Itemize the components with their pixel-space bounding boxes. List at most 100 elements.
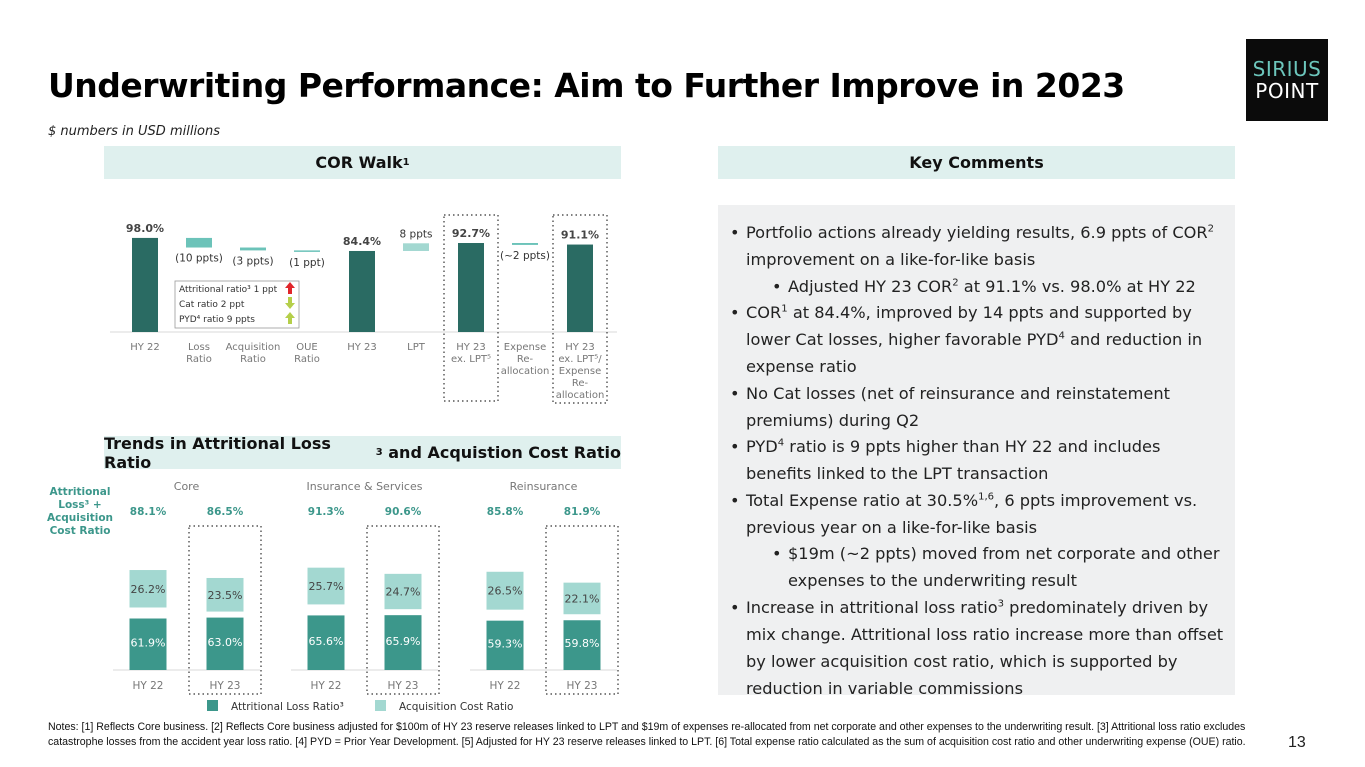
- cor-data-label: (3 ppts): [232, 255, 273, 267]
- acquisition-bar: [563, 582, 601, 615]
- total-ratio-label: 91.3%: [308, 506, 345, 518]
- trends-group-label: Core: [174, 480, 200, 493]
- total-ratio-label: 81.9%: [564, 506, 601, 518]
- loss-breakdown-text: Cat ratio 2 ppt: [179, 300, 245, 310]
- cor-category-label: HY 23: [565, 342, 595, 353]
- attritional-bar: [206, 617, 244, 670]
- cor-total-bar: [132, 237, 158, 332]
- cor-delta-bar: [403, 243, 429, 251]
- cor-delta-bar: [186, 237, 212, 248]
- arrow-down-icon: [285, 297, 295, 309]
- comment-text: $19m (~2 ppts) moved from net corporate …: [788, 544, 1220, 590]
- comment-text: at 84.4%, improved by 14 ppts and suppor…: [746, 303, 1192, 349]
- highlight-box: [188, 525, 262, 695]
- legend-swatch: [375, 700, 386, 711]
- trends-y-label: Attritional: [50, 486, 111, 498]
- cor-category-label: Ratio: [294, 354, 320, 365]
- comment-bullet: Increase in attritional loss ratio3 pred…: [730, 594, 1225, 702]
- cor-data-label: 84.4%: [343, 235, 381, 248]
- acquisition-value-label: 26.2%: [131, 583, 166, 596]
- footnote-ref: 3: [997, 598, 1005, 610]
- trends-group-label: Insurance & Services: [307, 480, 423, 493]
- trends-x-label: HY 23: [387, 680, 418, 692]
- cor-category-label: Ratio: [186, 354, 212, 365]
- cor-category-label: HY 23: [456, 342, 486, 353]
- cor-walk-header: COR Walk 1: [104, 146, 621, 179]
- acquisition-bar: [384, 573, 422, 610]
- trends-header: Trends in Attritional Loss Ratio 3 and Ac…: [104, 433, 621, 472]
- cor-category-label: Expense: [504, 342, 546, 353]
- comment-text: ratio is 9 ppts higher than HY 22 and in…: [746, 437, 1161, 483]
- cor-walk-header-label: COR Walk: [315, 153, 403, 172]
- attritional-bar: [563, 620, 601, 670]
- attritional-bar: [307, 615, 345, 670]
- trends-header-label-pre: Trends in Attritional Loss Ratio: [104, 433, 331, 472]
- highlight-box: [545, 525, 619, 695]
- footnote-ref: 4: [777, 437, 785, 449]
- trends-y-label: Acquisition: [47, 512, 113, 524]
- sirius-point-logo: SIRIUS POINT: [1246, 39, 1328, 121]
- trends-y-label: Cost Ratio: [50, 525, 111, 537]
- footnote-ref: 2: [952, 277, 959, 289]
- total-ratio-label: 88.1%: [130, 506, 167, 518]
- acquisition-bar: [307, 567, 345, 605]
- cor-category-label: Acquisition: [226, 342, 281, 353]
- comment-bullet: Portfolio actions already yielding resul…: [730, 219, 1225, 273]
- comment-bullet: COR1 at 84.4%, improved by 14 ppts and s…: [730, 299, 1225, 380]
- footnote-ref: 1,6: [978, 491, 995, 503]
- cor-category-label: Re-: [572, 378, 589, 389]
- highlight-box: [552, 214, 608, 404]
- total-ratio-label: 86.5%: [207, 506, 244, 518]
- cor-category-label: Loss: [188, 342, 210, 353]
- cor-delta-bar: [240, 247, 266, 251]
- footnotes: Notes: [1] Reflects Core business. [2] R…: [48, 721, 1246, 748]
- comment-bullet: Total Expense ratio at 30.5%1,6, 6 ppts …: [730, 487, 1225, 541]
- comment-text: Total Expense ratio at 30.5%: [746, 490, 979, 510]
- cor-total-bar: [458, 243, 484, 332]
- logo-line-2: POINT: [1255, 79, 1319, 103]
- cor-category-label: Re-: [517, 354, 534, 365]
- page-title: Underwriting Performance: Aim to Further…: [48, 66, 1125, 105]
- legend-label: Attritional Loss Ratio³: [231, 701, 344, 713]
- cor-category-label: ex. LPT⁵: [451, 354, 491, 365]
- legend-label: Acquisition Cost Ratio: [399, 701, 514, 713]
- cor-category-label: allocation: [556, 390, 605, 401]
- cor-data-label: 91.1%: [561, 229, 599, 242]
- cor-category-label: ex. LPT⁵/: [558, 354, 602, 365]
- footnote-ref: 1: [781, 303, 788, 315]
- units-subtitle: $ numbers in USD millions: [48, 124, 221, 139]
- cor-category-label: Ratio: [240, 354, 266, 365]
- attritional-bar: [486, 620, 524, 670]
- comment-text: and reduction in expense ratio: [746, 330, 1203, 376]
- comment-text: at 91.1% vs. 98.0% at HY 22: [958, 276, 1196, 296]
- comment-text: , 6 ppts improvement vs. previous year o…: [746, 490, 1198, 537]
- acquisition-value-label: 24.7%: [386, 586, 421, 599]
- cor-category-label: HY 22: [130, 342, 160, 353]
- cor-category-label: Expense: [559, 366, 601, 377]
- trends-x-label: HY 23: [209, 680, 240, 692]
- comment-bullet: Adjusted HY 23 COR2 at 91.1% vs. 98.0% a…: [772, 273, 1225, 300]
- arrow-up-icon: [285, 282, 295, 294]
- key-comments-header-label: Key Comments: [909, 153, 1044, 172]
- cor-data-label: 8 ppts: [400, 228, 433, 240]
- trends-x-label: HY 22: [132, 680, 163, 692]
- trends-x-label: HY 22: [310, 680, 341, 692]
- key-comments-panel: Portfolio actions already yielding resul…: [718, 205, 1235, 698]
- attritional-value-label: 65.9%: [386, 635, 421, 648]
- comment-bullet: $19m (~2 ppts) moved from net corporate …: [772, 540, 1225, 594]
- total-ratio-label: 85.8%: [487, 506, 524, 518]
- acquisition-bar: [129, 570, 167, 608]
- attritional-value-label: 63.0%: [208, 636, 243, 649]
- cor-data-label: (~2 ppts): [500, 250, 550, 262]
- loss-breakdown-text: PYD⁴ ratio 9 ppts: [179, 315, 255, 325]
- comment-text: predominately driven by mix change. Attr…: [746, 597, 1224, 698]
- comment-bullet: No Cat losses (net of reinsurance and re…: [730, 380, 1225, 434]
- attritional-value-label: 59.3%: [488, 637, 523, 650]
- attritional-value-label: 61.9%: [131, 636, 166, 649]
- highlight-box: [443, 214, 499, 402]
- page-number: 13: [1288, 734, 1306, 751]
- trends-group-label: Reinsurance: [510, 480, 578, 493]
- cor-delta-bar: [512, 243, 538, 245]
- footnote-ref: 4: [1058, 330, 1065, 342]
